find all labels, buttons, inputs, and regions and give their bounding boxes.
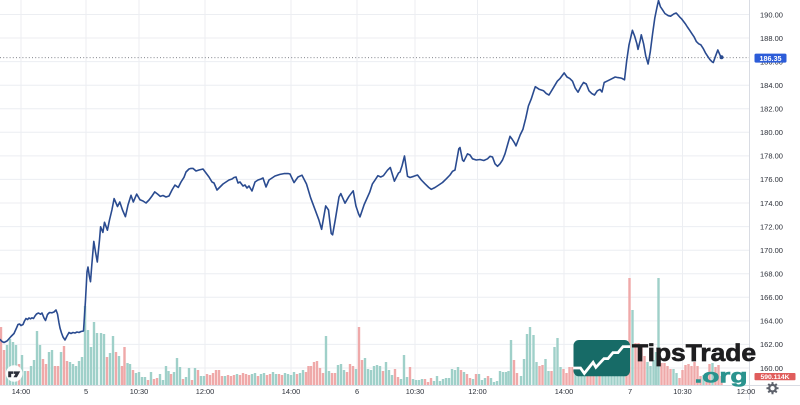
- svg-text:6: 6: [355, 387, 359, 396]
- svg-text:178.00: 178.00: [760, 152, 783, 161]
- svg-text:168.00: 168.00: [760, 270, 783, 279]
- svg-text:190.00: 190.00: [760, 10, 783, 19]
- svg-text:12:00: 12:00: [737, 387, 756, 396]
- svg-text:160.00: 160.00: [760, 364, 783, 373]
- svg-text:188.00: 188.00: [760, 34, 783, 43]
- svg-text:176.00: 176.00: [760, 175, 783, 184]
- svg-text:.org: .org: [695, 367, 748, 388]
- svg-text:7: 7: [628, 387, 632, 396]
- svg-text:10:30: 10:30: [130, 387, 149, 396]
- svg-text:164.00: 164.00: [760, 317, 783, 326]
- svg-text:TipsTrade: TipsTrade: [632, 340, 756, 367]
- svg-text:166.00: 166.00: [760, 293, 783, 302]
- svg-text:10:30: 10:30: [406, 387, 425, 396]
- svg-text:14:00: 14:00: [555, 387, 574, 396]
- svg-text:162.00: 162.00: [760, 340, 783, 349]
- svg-text:182.00: 182.00: [760, 105, 783, 114]
- svg-text:186.35: 186.35: [760, 54, 782, 63]
- svg-text:172.00: 172.00: [760, 222, 783, 231]
- svg-text:12:00: 12:00: [468, 387, 487, 396]
- svg-text:184.00: 184.00: [760, 81, 783, 90]
- svg-text:180.00: 180.00: [760, 128, 783, 137]
- svg-text:170.00: 170.00: [760, 246, 783, 255]
- svg-text:10:30: 10:30: [673, 387, 692, 396]
- svg-text:12:00: 12:00: [196, 387, 215, 396]
- svg-text:5: 5: [84, 387, 88, 396]
- svg-text:590.114K: 590.114K: [760, 374, 789, 381]
- svg-text:174.00: 174.00: [760, 199, 783, 208]
- svg-text:14:00: 14:00: [12, 387, 31, 396]
- svg-text:14:00: 14:00: [282, 387, 301, 396]
